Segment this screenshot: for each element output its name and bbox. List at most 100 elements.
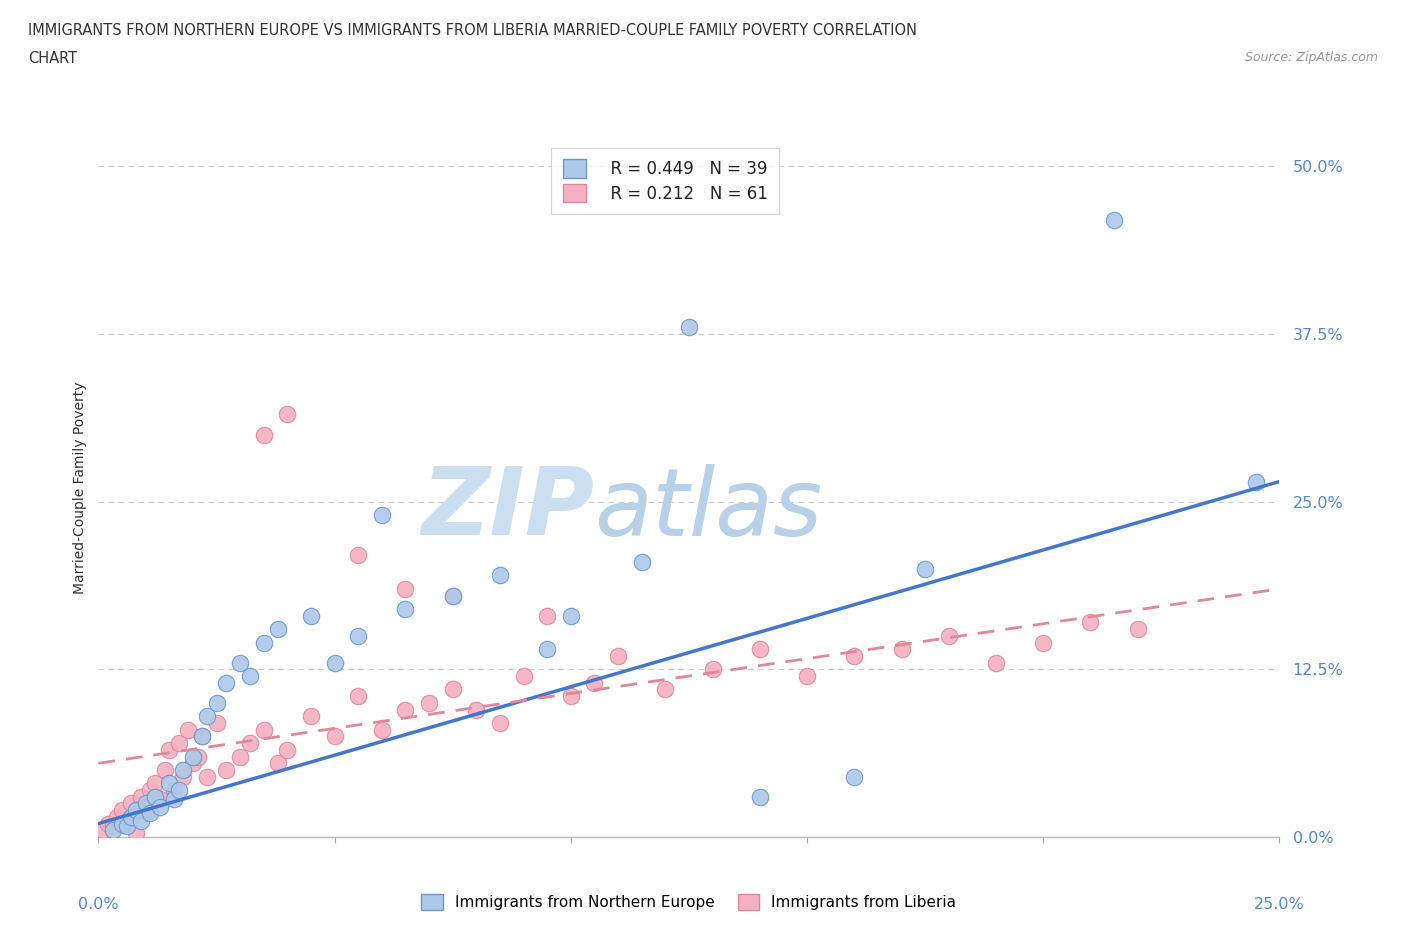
Point bbox=[215, 675, 238, 690]
Point bbox=[253, 635, 276, 650]
Point bbox=[115, 818, 138, 833]
Point bbox=[172, 763, 194, 777]
Point bbox=[844, 648, 866, 663]
Point bbox=[323, 655, 346, 670]
Text: atlas: atlas bbox=[595, 464, 823, 554]
Point bbox=[267, 756, 290, 771]
Point bbox=[91, 823, 114, 838]
Point bbox=[914, 562, 936, 577]
Point bbox=[105, 809, 128, 824]
Point bbox=[153, 763, 176, 777]
Point bbox=[1032, 635, 1054, 650]
Point bbox=[149, 792, 172, 807]
Text: 0.0%: 0.0% bbox=[79, 897, 118, 912]
Point bbox=[181, 749, 204, 764]
Point bbox=[135, 796, 157, 811]
Point bbox=[101, 823, 124, 838]
Point bbox=[583, 675, 606, 690]
Point bbox=[121, 809, 143, 824]
Point bbox=[149, 800, 172, 815]
Point bbox=[143, 790, 166, 804]
Point bbox=[323, 729, 346, 744]
Point bbox=[125, 803, 148, 817]
Point bbox=[371, 723, 394, 737]
Point bbox=[394, 581, 416, 596]
Point bbox=[276, 407, 298, 422]
Point bbox=[139, 805, 162, 820]
Point bbox=[215, 763, 238, 777]
Point bbox=[111, 817, 134, 831]
Point bbox=[1244, 474, 1267, 489]
Point bbox=[371, 508, 394, 523]
Point bbox=[115, 814, 138, 829]
Text: ZIP: ZIP bbox=[422, 463, 595, 555]
Point bbox=[441, 682, 464, 697]
Point bbox=[1126, 621, 1149, 636]
Point bbox=[678, 320, 700, 335]
Legend:   R = 0.449   N = 39,   R = 0.212   N = 61: R = 0.449 N = 39, R = 0.212 N = 61 bbox=[551, 148, 779, 214]
Point bbox=[299, 709, 322, 724]
Point bbox=[191, 729, 214, 744]
Point bbox=[465, 702, 488, 717]
Point bbox=[195, 709, 218, 724]
Point bbox=[347, 548, 370, 563]
Point bbox=[129, 814, 152, 829]
Point bbox=[229, 655, 252, 670]
Y-axis label: Married-Couple Family Poverty: Married-Couple Family Poverty bbox=[73, 382, 87, 594]
Point bbox=[239, 736, 262, 751]
Point bbox=[890, 642, 912, 657]
Point bbox=[97, 817, 120, 831]
Point bbox=[347, 629, 370, 644]
Point bbox=[630, 554, 652, 569]
Point bbox=[418, 696, 440, 711]
Point bbox=[394, 602, 416, 617]
Point bbox=[441, 588, 464, 603]
Point bbox=[143, 776, 166, 790]
Text: 25.0%: 25.0% bbox=[1254, 897, 1305, 912]
Point bbox=[441, 588, 464, 603]
Point bbox=[276, 742, 298, 757]
Point bbox=[560, 608, 582, 623]
Point bbox=[984, 655, 1007, 670]
Point bbox=[748, 642, 770, 657]
Point bbox=[129, 790, 152, 804]
Point bbox=[607, 648, 630, 663]
Point bbox=[172, 769, 194, 784]
Point bbox=[195, 769, 218, 784]
Point bbox=[536, 608, 558, 623]
Point bbox=[1080, 615, 1102, 630]
Point bbox=[512, 669, 534, 684]
Point bbox=[135, 805, 157, 820]
Text: CHART: CHART bbox=[28, 51, 77, 66]
Point bbox=[267, 621, 290, 636]
Point bbox=[121, 796, 143, 811]
Point bbox=[125, 826, 148, 841]
Point bbox=[748, 790, 770, 804]
Point bbox=[654, 682, 676, 697]
Point bbox=[111, 803, 134, 817]
Text: IMMIGRANTS FROM NORTHERN EUROPE VS IMMIGRANTS FROM LIBERIA MARRIED-COUPLE FAMILY: IMMIGRANTS FROM NORTHERN EUROPE VS IMMIG… bbox=[28, 23, 917, 38]
Text: Source: ZipAtlas.com: Source: ZipAtlas.com bbox=[1244, 51, 1378, 64]
Point bbox=[796, 669, 818, 684]
Point bbox=[347, 689, 370, 704]
Point bbox=[702, 662, 724, 677]
Point bbox=[560, 689, 582, 704]
Point bbox=[101, 818, 124, 833]
Point bbox=[239, 669, 262, 684]
Point bbox=[253, 427, 276, 442]
Point bbox=[163, 792, 186, 807]
Point bbox=[135, 800, 157, 815]
Point bbox=[299, 608, 322, 623]
Point bbox=[191, 729, 214, 744]
Point bbox=[1102, 213, 1125, 228]
Point bbox=[938, 629, 960, 644]
Point bbox=[205, 715, 228, 730]
Point bbox=[536, 642, 558, 657]
Point bbox=[205, 696, 228, 711]
Point bbox=[489, 715, 512, 730]
Point bbox=[253, 723, 276, 737]
Point bbox=[163, 783, 186, 798]
Point bbox=[394, 702, 416, 717]
Point bbox=[167, 736, 190, 751]
Point bbox=[187, 749, 209, 764]
